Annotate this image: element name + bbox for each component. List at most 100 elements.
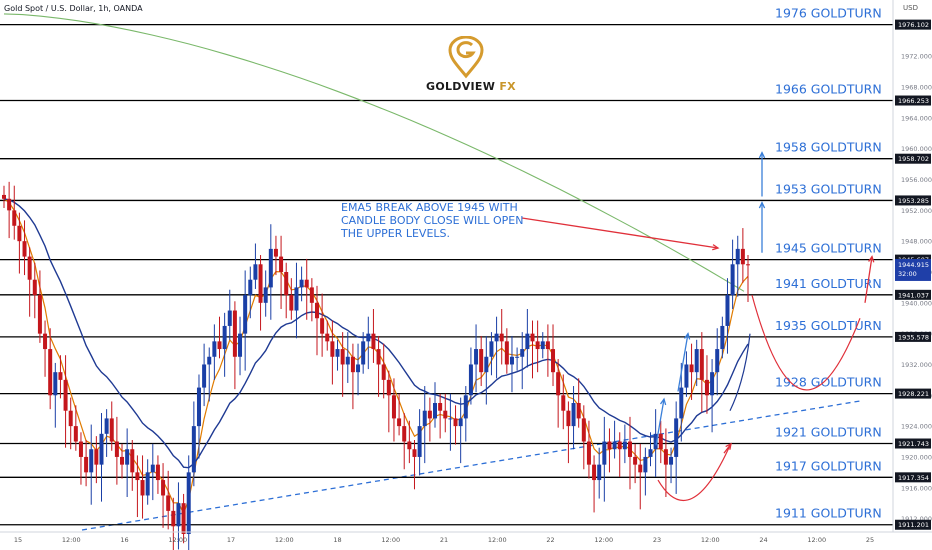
candle-body <box>356 364 361 373</box>
candle-body <box>217 341 222 350</box>
candle-body <box>571 403 576 427</box>
candle-body <box>627 441 632 457</box>
candle-body <box>561 395 566 411</box>
goldturn-level-label: 1966 GOLDTURN <box>775 82 882 97</box>
candle-body <box>648 449 653 457</box>
goldturn-level-label: 1928 GOLDTURN <box>775 375 882 390</box>
x-tick-label: 12:00 <box>701 536 720 544</box>
candlesticks <box>2 181 750 550</box>
x-tick-label: 12:00 <box>275 536 294 544</box>
x-tick-label: 25 <box>866 536 874 544</box>
candle-body <box>663 449 668 465</box>
candle-body <box>730 264 735 296</box>
candle-body <box>68 410 73 427</box>
candle-body <box>48 349 53 396</box>
candle-body <box>314 302 319 319</box>
candle-body <box>32 279 37 296</box>
candle-body <box>12 210 17 226</box>
projection-curve-lower-head <box>725 442 732 450</box>
candle-body <box>227 310 232 326</box>
arrow-up-mid-head <box>683 332 691 340</box>
goldview-pin-icon <box>448 35 484 79</box>
current-price-tag <box>895 258 931 281</box>
level-price-tag <box>895 331 931 342</box>
candle-body <box>484 356 489 373</box>
candle-body <box>617 441 622 450</box>
trendline-layer <box>81 400 861 531</box>
goldturn-level-label: 1917 GOLDTURN <box>775 458 882 473</box>
candle-body <box>438 403 443 411</box>
candle-body <box>309 287 314 303</box>
candle-body <box>735 248 740 265</box>
candle-body <box>320 318 325 334</box>
current-price-label: 1944.915 <box>898 261 929 269</box>
brand-suffix: FX <box>499 80 516 93</box>
candle-body <box>120 456 125 465</box>
candle-body <box>294 287 299 311</box>
candle-body <box>340 349 345 365</box>
y-tick-label: 1948.000 <box>901 238 932 246</box>
candle-body <box>181 503 186 534</box>
candle-body <box>576 403 581 419</box>
candle-body <box>417 426 422 457</box>
candle-body <box>330 341 335 357</box>
candle-body <box>556 372 561 396</box>
level-price-tag <box>895 472 931 483</box>
x-tick-label: 12:00 <box>381 536 400 544</box>
y-tick-label: 1956.000 <box>901 176 932 184</box>
level-price-tag-label: 1921.743 <box>898 440 929 448</box>
candle-body <box>427 410 432 419</box>
goldturn-level-label: 1953 GOLDTURN <box>775 181 882 196</box>
candle-body <box>366 333 371 342</box>
candle-body <box>463 395 468 419</box>
candle-body <box>407 441 412 450</box>
candle-body <box>94 449 99 465</box>
candle-body <box>494 333 499 342</box>
candle-body <box>653 433 658 450</box>
candle-body <box>499 333 504 342</box>
x-tick-label: 23 <box>653 536 661 544</box>
y-tick-label: 1968.000 <box>901 84 932 92</box>
candle-body <box>73 426 78 442</box>
candle-body <box>592 464 597 481</box>
y-tick-label: 1916.000 <box>901 484 932 492</box>
candle-body <box>386 379 391 396</box>
arrow-up-1958-head <box>758 151 766 159</box>
price-tags: 1976.1021966.2531958.7021953.2851945.607… <box>895 19 931 530</box>
level-price-tag-label: 1928.221 <box>898 390 929 398</box>
candle-body <box>196 387 201 427</box>
arrow-up-mid <box>677 333 689 392</box>
projection-curve-lower <box>657 445 731 501</box>
candle-body <box>84 456 89 473</box>
candle-body <box>258 264 263 303</box>
candle-body <box>422 410 427 427</box>
level-price-tag-label: 1917.354 <box>898 474 929 482</box>
chart-symbol-title: Gold Spot / U.S. Dollar, 1h, OANDA <box>4 4 143 13</box>
candle-body <box>391 395 396 419</box>
candle-body <box>130 449 135 473</box>
candle-body <box>268 248 273 288</box>
candle-body <box>566 410 571 427</box>
goldturn-level-label: 1941 GOLDTURN <box>775 276 882 291</box>
candle-body <box>720 325 725 350</box>
candle-body <box>114 441 119 457</box>
candle-body <box>232 310 237 357</box>
candle-body <box>17 225 22 242</box>
candle-body <box>710 372 715 396</box>
candle-body <box>135 472 140 481</box>
candle-body <box>7 198 12 211</box>
annotation-pointer-arrow-head <box>712 244 720 251</box>
y-tick-label: 1960.000 <box>901 145 932 153</box>
candle-body <box>289 295 294 311</box>
y-tick-label: 1920.000 <box>901 453 932 461</box>
arrow-up-1953-head <box>758 201 766 209</box>
candle-body <box>658 433 663 450</box>
candle-body <box>63 379 68 411</box>
candle-body <box>689 364 694 373</box>
ema-projection <box>729 333 751 411</box>
x-tick-label: 21 <box>440 536 448 544</box>
candle-body <box>633 456 638 465</box>
level-price-tag-label: 1941.037 <box>898 291 929 299</box>
y-tick-label: 1972.000 <box>901 53 932 61</box>
